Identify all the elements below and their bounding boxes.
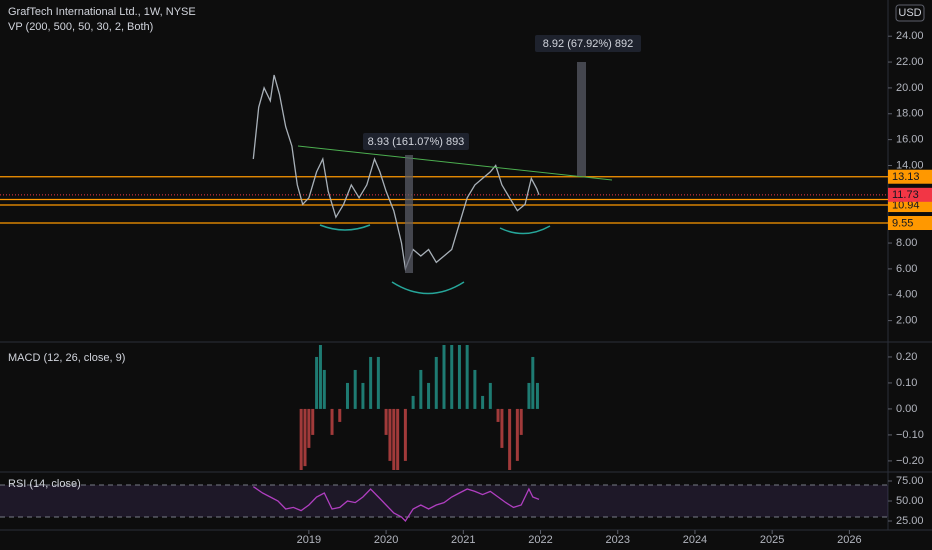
measure-label: 8.93 (161.07%) 893 — [368, 136, 465, 148]
x-tick-label: 2020 — [374, 534, 398, 546]
measure-label: 8.92 (67.92%) 892 — [543, 38, 634, 50]
price-label-bg — [888, 187, 932, 202]
macd-bar — [396, 408, 400, 470]
y-tick-label: −0.10 — [896, 429, 924, 441]
macd-bar — [303, 408, 307, 467]
price-label: 9.55 — [892, 217, 913, 229]
x-tick-label: 2021 — [451, 534, 475, 546]
macd-bar — [442, 345, 446, 409]
y-tick-label: 14.00 — [896, 159, 924, 171]
measure-label-bg — [535, 35, 641, 52]
x-tick-label: 2024 — [683, 534, 707, 546]
y-tick-label: 18.00 — [896, 108, 924, 120]
macd-bar — [345, 382, 349, 409]
macd-bar — [384, 408, 388, 435]
pane — [0, 484, 888, 523]
measure-label-bg — [363, 133, 469, 150]
macd-bar — [307, 408, 311, 448]
macd-bar — [411, 395, 415, 409]
macd-bar — [527, 382, 531, 409]
y-tick-label: 8.00 — [896, 237, 917, 249]
indicator-label: VP (200, 500, 50, 30, 2, Both) — [8, 21, 153, 33]
series-line — [252, 486, 540, 523]
pane — [299, 345, 539, 470]
price-label: 13.13 — [892, 171, 920, 183]
y-tick-label: −0.20 — [896, 455, 924, 467]
pane — [0, 74, 888, 272]
price-label: 11.73 — [892, 189, 919, 201]
shoulder-arc — [499, 225, 551, 235]
macd-title: MACD (12, 26, close, 9) — [8, 352, 125, 364]
currency-badge[interactable] — [895, 4, 925, 22]
macd-bar — [500, 408, 504, 448]
macd-bar — [338, 408, 342, 422]
macd-bar — [419, 369, 423, 409]
shoulder-arc — [319, 224, 371, 231]
y-tick-label: 75.00 — [896, 475, 924, 487]
macd-bar — [465, 345, 469, 409]
macd-bar — [508, 408, 512, 470]
x-tick-label: 2022 — [528, 534, 552, 546]
macd-bar — [392, 408, 396, 470]
macd-bar — [434, 356, 438, 409]
macd-bar — [388, 408, 392, 461]
macd-bar — [361, 382, 365, 409]
x-tick-label: 2025 — [760, 534, 784, 546]
macd-bar — [369, 356, 373, 409]
macd-bar — [515, 408, 519, 461]
rsi-band — [0, 485, 888, 517]
macd-bar — [376, 356, 380, 409]
price-label-bg — [888, 216, 932, 231]
macd-bar — [318, 345, 322, 409]
y-tick-label: 0.00 — [896, 403, 917, 415]
macd-bar — [353, 369, 357, 409]
measure-box — [405, 155, 413, 273]
x-tick-label: 2026 — [837, 534, 861, 546]
y-tick-label: 6.00 — [896, 263, 917, 275]
macd-bar — [315, 356, 319, 409]
y-tick-label: 50.00 — [896, 495, 924, 507]
y-tick-label: 24.00 — [896, 30, 924, 42]
macd-bar — [330, 408, 334, 435]
series-line — [252, 74, 540, 272]
y-tick-label: 25.00 — [896, 515, 924, 527]
x-tick-label: 2019 — [297, 534, 321, 546]
macd-bar — [473, 369, 477, 409]
y-tick-label: 2.00 — [896, 315, 917, 327]
chart-title: GrafTech International Ltd., 1W, NYSE — [8, 6, 196, 18]
y-tick-label: 22.00 — [896, 56, 924, 68]
y-tick-label: 0.10 — [896, 377, 917, 389]
macd-bar — [519, 408, 523, 435]
trendline — [297, 145, 613, 181]
macd-bar — [403, 408, 407, 461]
macd-bar — [496, 408, 500, 422]
macd-bar — [322, 369, 326, 409]
macd-bar — [531, 356, 535, 409]
macd-bar — [481, 395, 485, 409]
y-tick-label: 4.00 — [896, 289, 917, 301]
y-tick-label: 0.20 — [896, 351, 917, 363]
y-tick-label: 20.00 — [896, 82, 924, 94]
price-label-bg — [888, 169, 932, 184]
macd-bar — [535, 382, 539, 409]
rsi-title: RSI (14, close) — [8, 478, 81, 490]
price-label: 10.94 — [892, 199, 920, 211]
macd-bar — [488, 382, 492, 409]
macd-bar — [450, 345, 454, 409]
macd-bar — [457, 345, 461, 409]
x-tick-label: 2023 — [605, 534, 629, 546]
macd-bar — [427, 382, 431, 409]
macd-bar — [299, 408, 303, 470]
head-arc — [391, 281, 465, 295]
measure-box — [577, 62, 586, 176]
y-tick-label: 16.00 — [896, 134, 924, 146]
macd-bar — [311, 408, 315, 435]
currency[interactable]: USD — [898, 7, 921, 19]
